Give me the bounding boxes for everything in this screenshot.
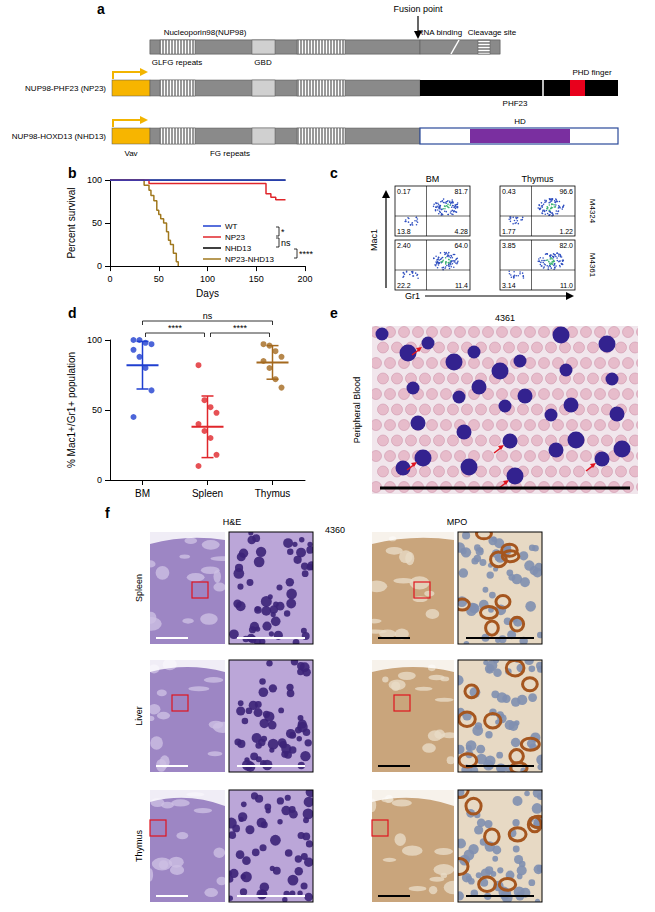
svg-text:NP23: NP23 bbox=[225, 233, 246, 242]
svg-text:13.8: 13.8 bbox=[397, 228, 411, 235]
svg-text:Cleavage site: Cleavage site bbox=[468, 28, 517, 37]
svg-text:BM: BM bbox=[426, 174, 440, 184]
svg-text:200: 200 bbox=[297, 274, 312, 284]
svg-text:100: 100 bbox=[87, 335, 102, 345]
svg-text:GLFG repeats: GLFG repeats bbox=[152, 58, 203, 67]
svg-text:a: a bbox=[97, 1, 105, 17]
svg-text:Mac1: Mac1 bbox=[369, 229, 379, 251]
svg-text:50: 50 bbox=[92, 218, 102, 228]
svg-text:22.2: 22.2 bbox=[397, 282, 411, 289]
svg-text:3.85: 3.85 bbox=[502, 242, 516, 249]
svg-text:RNA binding: RNA binding bbox=[418, 28, 462, 37]
svg-text:Days: Days bbox=[196, 288, 219, 299]
svg-text:4.28: 4.28 bbox=[454, 228, 468, 235]
svg-text:M4361: M4361 bbox=[588, 253, 597, 278]
svg-text:*: * bbox=[281, 227, 285, 237]
svg-text:H&E: H&E bbox=[223, 517, 242, 527]
svg-text:****: **** bbox=[168, 323, 183, 333]
svg-text:Nucleoporin98(NUP98): Nucleoporin98(NUP98) bbox=[164, 28, 247, 37]
svg-text:2.40: 2.40 bbox=[397, 242, 411, 249]
svg-text:Spleen: Spleen bbox=[192, 488, 223, 499]
svg-text:96.6: 96.6 bbox=[559, 188, 573, 195]
svg-text:1.77: 1.77 bbox=[502, 228, 516, 235]
svg-text:NUP98-HOXD13 (NHD13): NUP98-HOXD13 (NHD13) bbox=[12, 132, 107, 141]
svg-text:82.0: 82.0 bbox=[559, 242, 573, 249]
svg-text:Percent survival: Percent survival bbox=[66, 187, 77, 258]
svg-text:****: **** bbox=[299, 249, 314, 259]
svg-text:NUP98-PHF23 (NP23): NUP98-PHF23 (NP23) bbox=[25, 84, 106, 93]
svg-text:FG repeats: FG repeats bbox=[210, 149, 250, 158]
svg-text:Thymus: Thymus bbox=[255, 488, 291, 499]
svg-text:4361: 4361 bbox=[495, 313, 515, 323]
svg-text:WT: WT bbox=[225, 222, 238, 231]
svg-text:11.4: 11.4 bbox=[455, 282, 468, 289]
svg-text:d: d bbox=[68, 305, 77, 321]
svg-text:3.14: 3.14 bbox=[502, 282, 516, 289]
svg-text:Thymus: Thymus bbox=[134, 830, 144, 863]
svg-text:PHF23: PHF23 bbox=[503, 99, 528, 108]
svg-text:50: 50 bbox=[154, 274, 164, 284]
svg-text:BM: BM bbox=[135, 488, 150, 499]
svg-text:Fusion point: Fusion point bbox=[393, 4, 443, 14]
svg-text:****: **** bbox=[233, 323, 248, 333]
svg-text:Spleen: Spleen bbox=[134, 574, 144, 602]
svg-text:b: b bbox=[68, 165, 77, 181]
svg-text:64.0: 64.0 bbox=[454, 242, 468, 249]
svg-text:Vav: Vav bbox=[124, 149, 137, 158]
svg-text:0: 0 bbox=[97, 475, 102, 485]
svg-text:100: 100 bbox=[200, 274, 215, 284]
svg-text:0: 0 bbox=[107, 274, 112, 284]
svg-text:PHD finger: PHD finger bbox=[572, 68, 611, 77]
svg-text:0.17: 0.17 bbox=[397, 188, 411, 195]
svg-text:0: 0 bbox=[97, 261, 102, 271]
svg-text:Gr1: Gr1 bbox=[405, 291, 420, 301]
svg-text:150: 150 bbox=[249, 274, 264, 284]
svg-text:ns: ns bbox=[203, 311, 213, 321]
svg-text:MPO: MPO bbox=[447, 517, 468, 527]
svg-text:NHD13: NHD13 bbox=[225, 244, 252, 253]
svg-text:GBD: GBD bbox=[254, 58, 272, 67]
svg-text:% Mac1+/Gr1+ population: % Mac1+/Gr1+ population bbox=[66, 352, 77, 468]
svg-text:81.7: 81.7 bbox=[454, 188, 468, 195]
svg-text:NP23-NHD13: NP23-NHD13 bbox=[225, 255, 274, 264]
svg-text:Thymus: Thymus bbox=[521, 174, 554, 184]
svg-text:4360: 4360 bbox=[325, 525, 345, 535]
svg-text:100: 100 bbox=[87, 175, 102, 185]
svg-text:ns: ns bbox=[281, 238, 291, 248]
svg-text:0.43: 0.43 bbox=[502, 188, 516, 195]
svg-text:HD: HD bbox=[514, 117, 526, 126]
svg-text:1.22: 1.22 bbox=[559, 228, 573, 235]
svg-text:Liver: Liver bbox=[134, 706, 144, 726]
svg-text:c: c bbox=[330, 165, 338, 181]
svg-text:Peripheral Blood: Peripheral Blood bbox=[352, 377, 362, 444]
svg-text:50: 50 bbox=[92, 405, 102, 415]
svg-text:M4324: M4324 bbox=[588, 199, 597, 224]
svg-text:e: e bbox=[330, 305, 338, 321]
svg-text:11.0: 11.0 bbox=[560, 282, 573, 289]
svg-text:f: f bbox=[105, 505, 110, 521]
